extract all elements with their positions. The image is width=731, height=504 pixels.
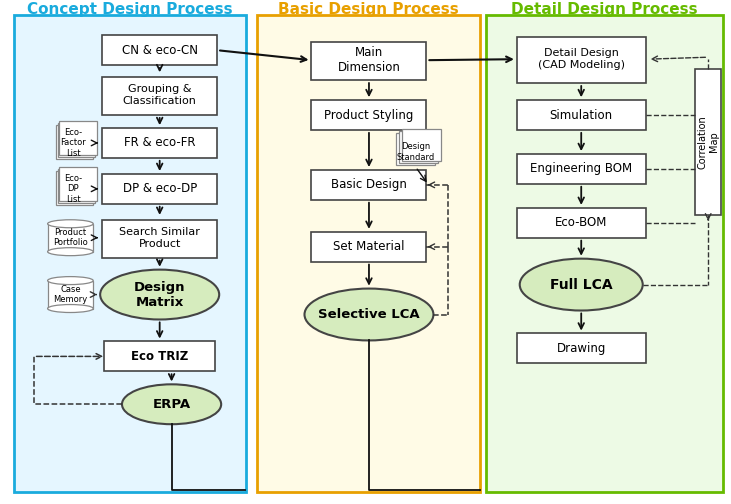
Bar — [102, 77, 217, 115]
Text: Basic Design Process: Basic Design Process — [278, 2, 458, 17]
Text: Eco-BOM: Eco-BOM — [555, 216, 607, 229]
Text: Case
Memory: Case Memory — [53, 285, 88, 304]
Bar — [517, 154, 645, 184]
Bar — [104, 341, 215, 371]
Bar — [102, 128, 217, 158]
Text: Grouping &
Classification: Grouping & Classification — [123, 84, 197, 106]
Text: Eco TRIZ: Eco TRIZ — [131, 350, 189, 363]
Bar — [517, 100, 645, 130]
Text: Simulation: Simulation — [550, 108, 613, 121]
Bar — [517, 334, 645, 363]
Text: Selective LCA: Selective LCA — [318, 308, 420, 321]
Ellipse shape — [520, 259, 643, 310]
Bar — [48, 281, 94, 308]
Bar — [395, 133, 436, 165]
Text: Correlation
Map: Correlation Map — [697, 115, 719, 169]
Text: Eco-
DP
List: Eco- DP List — [64, 174, 83, 204]
Bar — [486, 15, 723, 492]
Text: Product
Portfolio: Product Portfolio — [53, 228, 88, 247]
Text: Full LCA: Full LCA — [550, 278, 613, 292]
Bar — [56, 171, 94, 205]
Bar — [257, 15, 480, 492]
Bar — [695, 69, 721, 215]
Ellipse shape — [48, 247, 94, 256]
Bar — [398, 131, 439, 163]
Text: Concept Design Process: Concept Design Process — [27, 2, 232, 17]
Ellipse shape — [100, 270, 219, 320]
Bar — [102, 174, 217, 204]
Bar — [58, 123, 95, 157]
Bar — [14, 15, 246, 492]
Bar — [517, 37, 645, 83]
Bar — [102, 220, 217, 258]
Text: Set Material: Set Material — [333, 240, 405, 253]
Bar — [59, 121, 97, 155]
Bar — [517, 208, 645, 238]
Ellipse shape — [48, 220, 94, 228]
Text: Basic Design: Basic Design — [331, 178, 407, 192]
Text: Search Similar
Product: Search Similar Product — [119, 227, 200, 248]
Text: Engineering BOM: Engineering BOM — [530, 162, 632, 175]
Text: DP & eco-DP: DP & eco-DP — [123, 182, 197, 196]
Text: Main
Dimension: Main Dimension — [338, 46, 401, 74]
Text: ERPA: ERPA — [153, 398, 191, 411]
Text: Eco-
Factor
List: Eco- Factor List — [61, 128, 86, 158]
Text: Detail Design Process: Detail Design Process — [511, 2, 697, 17]
Text: Product Styling: Product Styling — [325, 108, 414, 121]
Bar — [58, 169, 95, 203]
Bar — [311, 170, 426, 200]
Bar — [402, 129, 442, 161]
Text: Design
Standard: Design Standard — [396, 142, 435, 162]
Bar — [311, 100, 426, 130]
Text: CN & eco-CN: CN & eco-CN — [121, 44, 197, 57]
Bar — [311, 42, 426, 80]
Text: Design
Matrix: Design Matrix — [134, 281, 186, 308]
Bar — [56, 125, 94, 159]
Text: FR & eco-FR: FR & eco-FR — [124, 137, 195, 150]
Bar — [311, 232, 426, 262]
Bar — [48, 224, 94, 251]
Bar — [59, 167, 97, 201]
Text: Detail Design
(CAD Modeling): Detail Design (CAD Modeling) — [538, 48, 625, 70]
Ellipse shape — [48, 304, 94, 312]
Ellipse shape — [122, 385, 221, 424]
Bar — [102, 35, 217, 65]
Ellipse shape — [48, 277, 94, 285]
Text: Drawing: Drawing — [556, 342, 606, 355]
Ellipse shape — [305, 289, 433, 340]
